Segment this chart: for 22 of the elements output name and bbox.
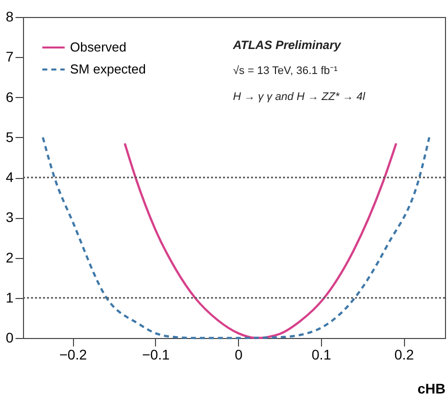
x-tick-label: 0.2: [394, 346, 414, 362]
annotation: √s = 13 TeV, 36.1 fb⁻¹: [233, 65, 338, 77]
y-tick-label: 5: [6, 128, 14, 145]
legend-label: Observed: [70, 40, 126, 54]
y-tick-label: 4: [6, 169, 14, 185]
x-tick-label: −0.1: [142, 346, 170, 362]
legend-label: SM expected: [70, 62, 146, 76]
x-tick-label: −0.2: [59, 346, 88, 362]
y-tick-label: 0: [6, 330, 14, 346]
line-series: [124, 142, 398, 340]
y-tick-label: 1: [6, 289, 14, 306]
x-tick-label: 0: [234, 346, 243, 362]
x-axis-title: cHB: [417, 380, 446, 396]
line-series: [42, 136, 430, 340]
x-tick-label: 0.1: [312, 346, 332, 362]
y-tick-label: 3: [6, 209, 14, 226]
y-tick-label: 2: [6, 249, 14, 266]
y-tick-label: 8: [6, 8, 14, 24]
annotation: ATLAS Preliminary: [232, 38, 342, 52]
y-tick-label: 6: [6, 88, 14, 105]
y-tick-label: 7: [6, 48, 14, 65]
annotation: H → γ γ and H → ZZ* → 4l: [233, 91, 366, 103]
